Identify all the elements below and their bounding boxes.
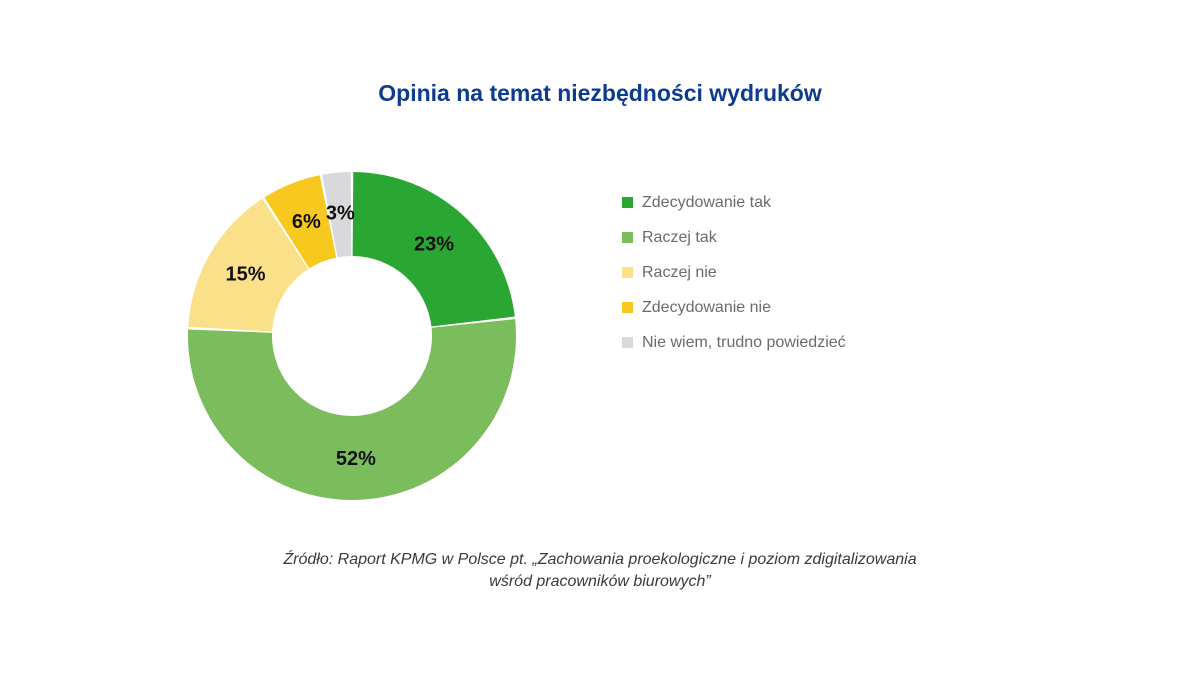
slice-value-label: 52% bbox=[336, 448, 376, 470]
donut-slice bbox=[352, 172, 515, 327]
legend-swatch bbox=[622, 197, 633, 208]
donut-slice bbox=[188, 319, 516, 500]
donut-slice bbox=[188, 198, 309, 332]
legend-label: Zdecydowanie tak bbox=[642, 193, 771, 211]
donut-slices bbox=[188, 172, 516, 500]
slice-value-label: 23% bbox=[414, 233, 454, 255]
legend-swatch bbox=[622, 232, 633, 243]
legend-swatch bbox=[622, 337, 633, 348]
donut-slice bbox=[322, 172, 352, 258]
chart-title: Opinia na temat niezbędności wydruków bbox=[378, 80, 822, 106]
legend-label: Raczej nie bbox=[642, 263, 717, 281]
slice-value-label: 15% bbox=[225, 264, 265, 286]
source-note: Źródło: Raport KPMG w Polsce pt. „Zachow… bbox=[0, 549, 1200, 593]
slice-value-label: 3% bbox=[326, 203, 355, 225]
legend: Zdecydowanie tak Raczej tak Raczej nie Z… bbox=[622, 185, 846, 360]
legend-item: Zdecydowanie tak bbox=[622, 185, 846, 220]
donut-slice bbox=[264, 175, 337, 269]
legend-label: Zdecydowanie nie bbox=[642, 298, 771, 316]
legend-item: Zdecydowanie nie bbox=[622, 290, 846, 325]
legend-label: Raczej tak bbox=[642, 228, 717, 246]
legend-swatch bbox=[622, 267, 633, 278]
legend-item: Nie wiem, trudno powiedzieć bbox=[622, 325, 846, 360]
legend-item: Raczej tak bbox=[622, 220, 846, 255]
source-note-line: Źródło: Raport KPMG w Polsce pt. „Zachow… bbox=[283, 551, 917, 568]
legend-swatch bbox=[622, 302, 633, 313]
legend-item: Raczej nie bbox=[622, 255, 846, 290]
slice-value-label: 6% bbox=[292, 211, 321, 233]
donut-labels: 23% 52% 15% 6% 3% bbox=[225, 203, 454, 470]
legend-label: Nie wiem, trudno powiedzieć bbox=[642, 333, 846, 351]
source-note-line: wśród pracowników biurowych” bbox=[489, 573, 711, 590]
